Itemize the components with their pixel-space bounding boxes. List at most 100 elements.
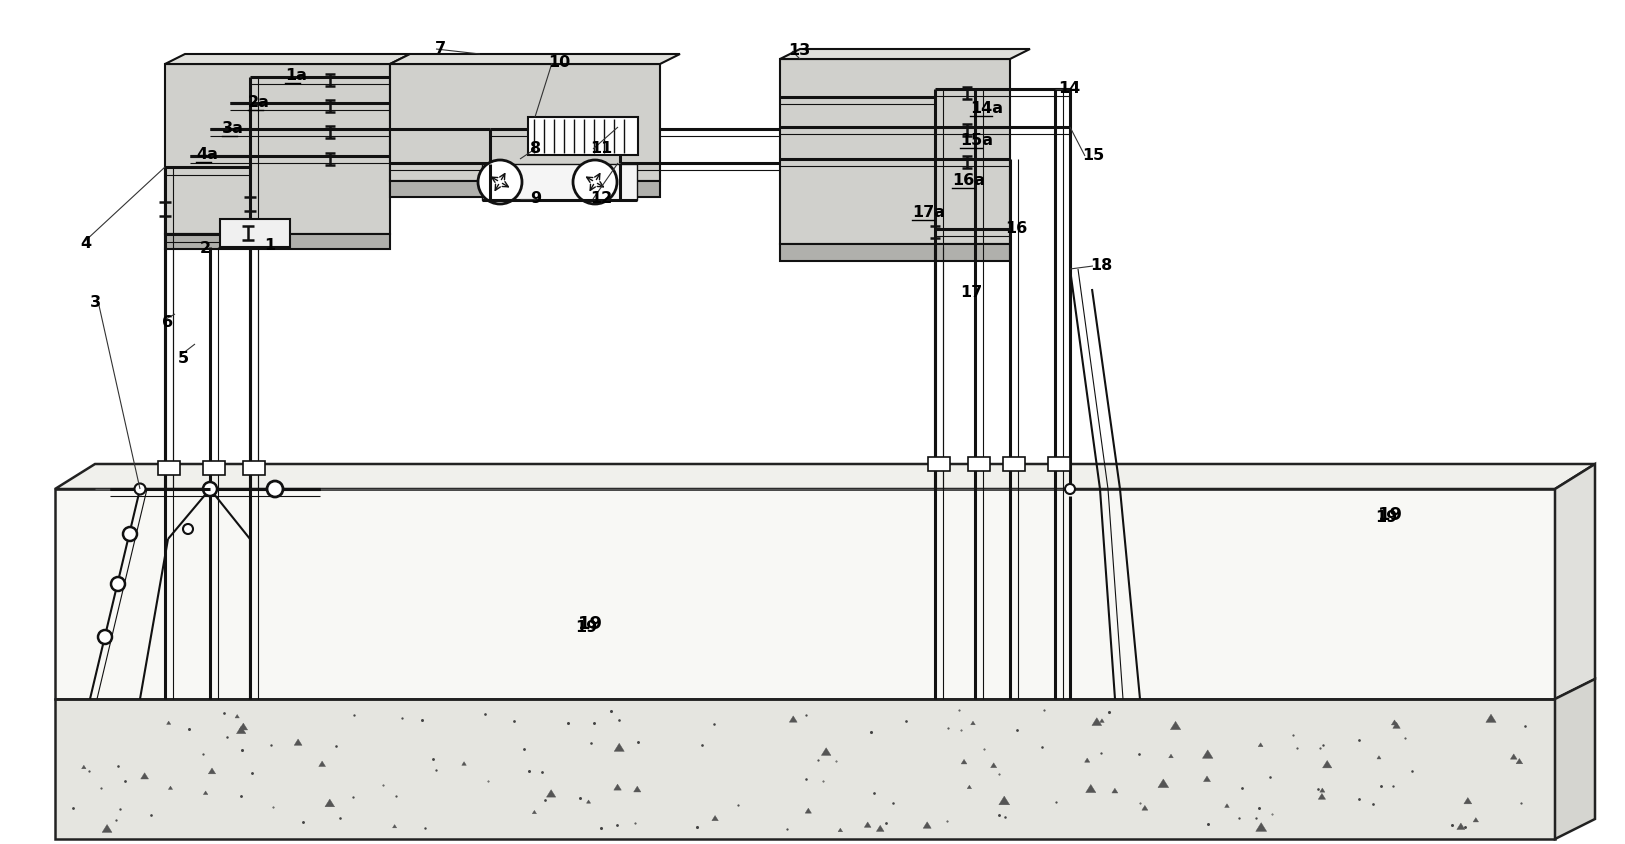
Polygon shape <box>1510 754 1518 760</box>
Polygon shape <box>634 787 640 792</box>
Polygon shape <box>1256 823 1266 831</box>
Text: 7: 7 <box>436 41 447 56</box>
Polygon shape <box>318 761 325 766</box>
Polygon shape <box>587 800 590 803</box>
Text: 3: 3 <box>89 295 101 309</box>
Text: 4a: 4a <box>197 146 218 161</box>
Circle shape <box>98 630 112 644</box>
Polygon shape <box>614 784 621 790</box>
Polygon shape <box>236 715 239 718</box>
Polygon shape <box>1159 779 1168 787</box>
Text: 19: 19 <box>575 619 598 635</box>
Polygon shape <box>393 825 396 828</box>
Polygon shape <box>806 809 811 814</box>
Polygon shape <box>141 773 148 779</box>
Polygon shape <box>1555 679 1596 839</box>
Circle shape <box>203 483 218 496</box>
Polygon shape <box>1485 714 1497 722</box>
Text: 12: 12 <box>590 190 613 205</box>
Text: 19: 19 <box>1375 510 1398 525</box>
Circle shape <box>478 161 522 205</box>
Polygon shape <box>923 822 931 828</box>
Bar <box>203 462 224 475</box>
Text: 6: 6 <box>162 314 174 329</box>
Text: 18: 18 <box>1090 257 1112 272</box>
Polygon shape <box>390 181 660 197</box>
Polygon shape <box>967 785 972 789</box>
Polygon shape <box>166 235 390 250</box>
Polygon shape <box>790 716 798 722</box>
Polygon shape <box>876 825 884 831</box>
Bar <box>158 462 180 475</box>
Polygon shape <box>166 55 410 65</box>
Text: 2: 2 <box>200 241 211 255</box>
Circle shape <box>266 481 283 497</box>
Polygon shape <box>1516 759 1523 764</box>
Text: 16a: 16a <box>952 172 985 187</box>
Polygon shape <box>1142 805 1147 810</box>
Bar <box>928 457 951 472</box>
Text: 1a: 1a <box>284 68 307 83</box>
Circle shape <box>124 528 136 541</box>
Polygon shape <box>294 739 302 745</box>
Text: 5: 5 <box>179 350 188 365</box>
Polygon shape <box>1202 750 1212 759</box>
Polygon shape <box>55 464 1596 490</box>
Circle shape <box>1064 484 1076 495</box>
Polygon shape <box>1170 722 1181 730</box>
Text: 17: 17 <box>960 284 982 299</box>
Polygon shape <box>1555 464 1596 699</box>
Text: 3a: 3a <box>223 121 244 135</box>
Polygon shape <box>203 791 208 794</box>
Polygon shape <box>1391 720 1398 725</box>
Text: 15a: 15a <box>960 133 993 148</box>
Polygon shape <box>237 727 245 733</box>
Polygon shape <box>81 766 86 769</box>
Polygon shape <box>390 65 660 181</box>
Polygon shape <box>780 245 1011 262</box>
Polygon shape <box>821 748 830 755</box>
Polygon shape <box>1112 788 1118 793</box>
Polygon shape <box>325 799 335 807</box>
Polygon shape <box>390 55 679 65</box>
Bar <box>244 462 265 475</box>
Polygon shape <box>1474 818 1479 822</box>
Bar <box>1003 457 1025 472</box>
Polygon shape <box>546 790 556 798</box>
Polygon shape <box>991 763 996 768</box>
Text: 8: 8 <box>530 140 541 155</box>
Polygon shape <box>1393 722 1401 728</box>
Bar <box>1048 457 1069 472</box>
Polygon shape <box>1320 788 1324 793</box>
Bar <box>968 457 990 472</box>
Polygon shape <box>780 60 1011 245</box>
Polygon shape <box>167 722 171 724</box>
Polygon shape <box>712 815 718 820</box>
Bar <box>219 219 289 247</box>
Text: 1: 1 <box>263 237 275 252</box>
Polygon shape <box>780 50 1030 60</box>
Polygon shape <box>614 744 624 751</box>
Text: 19: 19 <box>578 614 603 632</box>
Polygon shape <box>1258 743 1263 747</box>
Text: 14: 14 <box>1058 80 1081 95</box>
Polygon shape <box>1100 719 1105 722</box>
Polygon shape <box>1458 823 1464 830</box>
Polygon shape <box>999 796 1009 805</box>
Polygon shape <box>970 722 975 725</box>
Polygon shape <box>533 810 536 814</box>
Text: 17a: 17a <box>912 204 946 219</box>
Polygon shape <box>1086 785 1095 793</box>
Polygon shape <box>55 699 1555 839</box>
Text: 15: 15 <box>1082 148 1105 162</box>
Text: 16: 16 <box>1004 220 1027 235</box>
Polygon shape <box>1225 803 1228 808</box>
Polygon shape <box>864 822 871 827</box>
Text: 11: 11 <box>590 140 613 155</box>
Text: 10: 10 <box>548 54 570 69</box>
Polygon shape <box>1318 793 1326 799</box>
Polygon shape <box>169 786 172 789</box>
Polygon shape <box>1204 776 1211 782</box>
Polygon shape <box>1464 798 1472 803</box>
Polygon shape <box>55 490 1555 699</box>
